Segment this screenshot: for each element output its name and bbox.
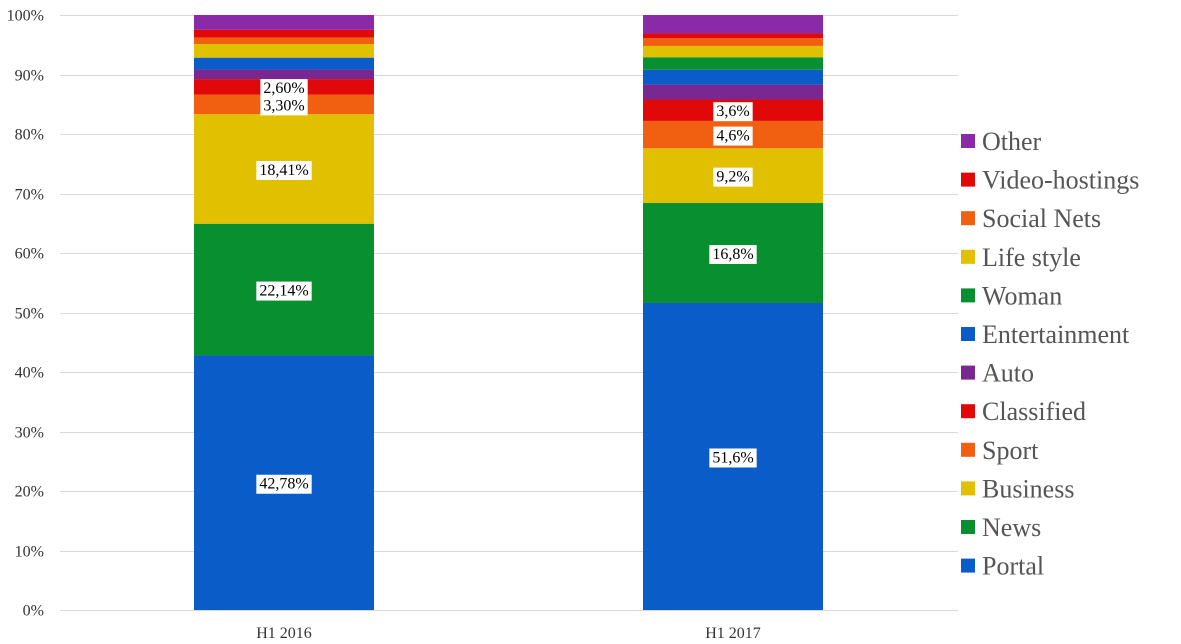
bar-segment-entertainment <box>643 69 823 85</box>
legend-item-other: Other <box>961 127 1042 156</box>
data-label-portal: 51,6% <box>709 448 757 468</box>
data-label-text: 22,14% <box>259 283 308 300</box>
legend-item-auto: Auto <box>961 359 1034 388</box>
x-tick-label: H1 2017 <box>705 625 761 642</box>
bar-segment-other <box>643 15 823 34</box>
legend-label: Life style <box>982 243 1081 272</box>
data-label-background <box>256 474 312 494</box>
legend-item-sport: Sport <box>961 436 1039 465</box>
data-label-background <box>256 160 312 180</box>
y-tick-label: 50% <box>15 306 44 323</box>
legend-swatch <box>961 365 975 380</box>
y-tick-label: 0% <box>23 603 44 620</box>
legend-label: Portal <box>982 552 1044 581</box>
legend-swatch <box>961 442 975 457</box>
legend-label: Sport <box>982 436 1039 465</box>
legend-label: Other <box>982 127 1042 156</box>
legend-swatch <box>961 172 975 187</box>
legend-item-video-hostings: Video-hostings <box>961 166 1139 195</box>
legend-label: Classified <box>982 397 1086 426</box>
data-label-text: 2,60% <box>263 80 304 97</box>
bar-segment-auto <box>194 69 374 80</box>
legend-item-woman: Woman <box>961 281 1062 310</box>
legend-swatch <box>961 520 975 534</box>
data-label-background <box>260 78 308 98</box>
bar-segment-life-style <box>643 45 823 58</box>
x-axis: H1 2016 H1 2017 <box>256 625 761 642</box>
legend: Other Video-hostings Social Nets Life style… <box>961 127 1139 581</box>
data-label-business: 9,2% <box>713 167 753 187</box>
data-label-text: 4,6% <box>716 128 749 145</box>
legend-label: News <box>982 513 1041 542</box>
legend-swatch <box>961 288 975 303</box>
legend-label: Woman <box>982 281 1062 310</box>
data-label-background <box>713 102 753 122</box>
legend-item-social-nets: Social Nets <box>961 204 1101 233</box>
legend-item-entertainment: Entertainment <box>961 320 1130 349</box>
legend-swatch <box>961 134 975 148</box>
data-label-classified: 3,6% <box>713 102 753 122</box>
y-axis: 0% 10% 20% 30% 40% 50% 60% 70% 80% 90% 100% <box>7 8 44 620</box>
data-label-sport: 3,30% <box>260 96 308 116</box>
data-label-text: 51,6% <box>712 449 753 466</box>
legend-swatch <box>961 481 975 496</box>
legend-item-life-style: Life style <box>961 243 1081 272</box>
bar-stack-h1-2016: 42,78% 22,14% 18,41% 3,30%2,60% <box>194 15 374 610</box>
y-tick-label: 60% <box>15 246 44 263</box>
data-label-text: 16,8% <box>712 246 753 263</box>
data-label-classified: 2,60% <box>260 78 308 98</box>
legend-item-business: Business <box>961 474 1074 503</box>
legend-label: Auto <box>982 359 1034 388</box>
data-label-business: 18,41% <box>256 160 312 180</box>
data-label-portal: 42,78% <box>256 474 312 494</box>
data-label-text: 9,2% <box>716 169 749 186</box>
y-tick-label: 20% <box>15 484 44 501</box>
data-label-text: 3,30% <box>263 97 304 114</box>
legend-swatch <box>961 249 975 264</box>
legend-item-classified: Classified <box>961 397 1086 426</box>
bar-segment-video-hostings <box>194 29 374 38</box>
data-label-news: 22,14% <box>256 281 312 301</box>
legend-label: Business <box>982 474 1074 503</box>
data-label-news: 16,8% <box>709 245 757 264</box>
bar-segment-social-nets <box>643 38 823 46</box>
bar-segment-entertainment <box>194 57 374 70</box>
y-tick-label: 40% <box>15 365 44 382</box>
bar-stack-h1-2017: 51,6% 16,8% 9,2% 4,6% 3,6% <box>643 15 823 610</box>
bar-segment-auto <box>643 84 823 100</box>
data-label-text: 3,6% <box>716 103 749 120</box>
data-label-sport: 4,6% <box>713 126 753 146</box>
legend-item-news: News <box>961 513 1041 542</box>
x-tick-label: H1 2016 <box>256 625 312 642</box>
data-label-background <box>260 96 308 116</box>
data-label-background <box>709 245 757 264</box>
y-tick-label: 90% <box>15 68 44 85</box>
legend-swatch <box>961 327 975 341</box>
y-tick-label: 80% <box>15 127 44 144</box>
legend-label: Video-hostings <box>982 166 1139 195</box>
y-tick-label: 70% <box>15 187 44 204</box>
data-label-background <box>709 448 757 468</box>
bar-segment-video-hostings <box>643 33 823 39</box>
legend-label: Social Nets <box>982 204 1101 233</box>
bar-segment-other <box>194 15 374 30</box>
data-label-text: 18,41% <box>259 162 308 179</box>
legend-swatch <box>961 404 975 419</box>
y-tick-label: 100% <box>7 8 44 25</box>
bars: 42,78% 22,14% 18,41% 3,30%2,60% 51,6% 16,8% 9,… <box>194 15 823 610</box>
data-label-text: 42,78% <box>259 476 308 493</box>
legend-swatch <box>961 558 975 573</box>
bar-segment-woman <box>643 57 823 70</box>
legend-swatch <box>961 211 975 226</box>
bar-segment-life-style <box>194 43 374 58</box>
bar-segment-social-nets <box>194 37 374 44</box>
y-tick-label: 30% <box>15 425 44 442</box>
legend-item-portal: Portal <box>961 552 1044 581</box>
data-label-background <box>713 126 753 146</box>
legend-label: Entertainment <box>982 320 1130 349</box>
data-label-background <box>713 167 753 187</box>
data-label-background <box>256 281 312 301</box>
y-tick-label: 10% <box>15 544 44 561</box>
